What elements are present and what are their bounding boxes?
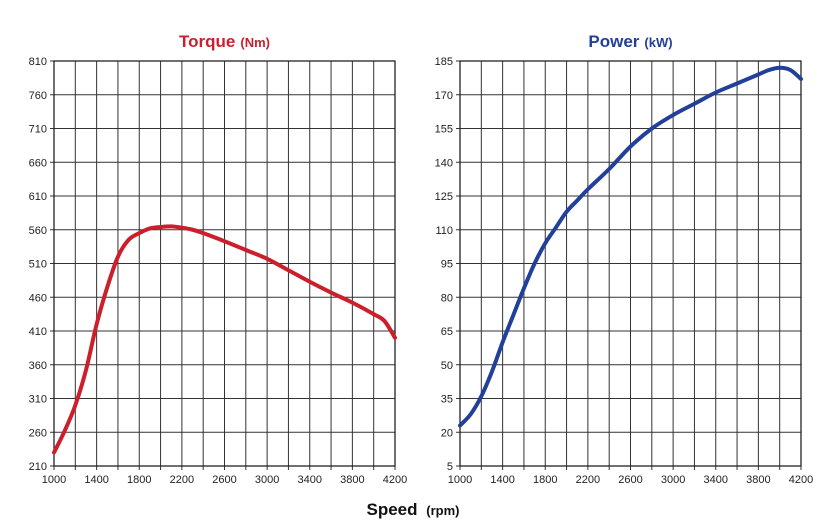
torque-x-tick-label: 4200 [383,474,407,486]
torque-plot-frame [53,60,396,467]
torque-y-tick-label: 560 [29,225,47,237]
torque-chart: 210 260 310 360 410 460 510 560 610 660 710 760 810 1… [29,32,408,486]
torque-y-tick-label: 510 [29,259,47,271]
power-y-tick-label: 50 [441,360,453,372]
power-series-line [458,65,803,428]
torque-y-tick-label: 760 [29,90,47,102]
torque-x-tick-label: 3000 [255,474,279,486]
torque-x-tick-label: 2200 [170,474,194,486]
torque-y-tick-label: 810 [29,56,47,68]
torque-y-tick-label: 360 [29,360,47,372]
power-y-tick-label: 140 [435,157,453,169]
power-title-text: Power [588,32,639,51]
torque-title-text: Torque [179,32,235,51]
power-x-tick-label: 1800 [533,474,557,486]
torque-y-tick-label: 410 [29,326,47,338]
torque-x-tick-label: 2600 [212,474,236,486]
power-x-tick-label: 3000 [661,474,685,486]
power-y-tick-label: 125 [435,191,453,203]
power-x-tick-label: 2200 [576,474,600,486]
power-y-tick-label: 65 [441,326,453,338]
power-x-tick-label: 2600 [618,474,642,486]
torque-y-tick-label: 210 [29,461,47,473]
power-x-tick-label: 3400 [704,474,728,486]
torque-series-line [52,224,397,455]
torque-y-tick-label: 260 [29,427,47,439]
power-y-tick-label: 185 [435,56,453,68]
torque-x-tick-label: 3400 [298,474,322,486]
torque-x-tick-label: 1400 [84,474,108,486]
power-y-tick-label: 35 [441,394,453,406]
power-y-tick-label: 170 [435,90,453,102]
torque-chart-title: Torque (Nm) [179,32,270,51]
power-y-tick-label: 20 [441,427,453,439]
power-x-tick-label: 1400 [490,474,514,486]
power-x-tick-label: 4200 [789,474,813,486]
torque-y-tick-label: 460 [29,292,47,304]
power-plot-frame [459,60,802,467]
torque-y-tick-label: 310 [29,394,47,406]
torque-x-tick-label: 1800 [127,474,151,486]
torque-title-unit: (Nm) [240,35,270,50]
shared-x-axis-label: Speed (rpm) [367,500,460,519]
torque-y-tick-label: 710 [29,124,47,136]
power-title-unit: (kW) [644,35,672,50]
power-x-tick-label: 1000 [448,474,472,486]
torque-x-tick-label: 3800 [340,474,364,486]
torque-y-tick-label: 660 [29,157,47,169]
power-x-tick-label: 3800 [746,474,770,486]
power-y-tick-label: 110 [435,225,453,237]
power-chart: 5 20 35 50 65 80 95 110 125 140 155 170 185 1000 1400 1… [435,32,814,486]
power-y-tick-label: 95 [441,259,453,271]
x-axis-label-text: Speed [367,500,418,519]
torque-y-tick-label: 610 [29,191,47,203]
x-axis-label-unit: (rpm) [426,503,459,518]
power-y-tick-label: 5 [447,461,453,473]
torque-x-tick-label: 1000 [42,474,66,486]
power-y-tick-label: 80 [441,292,453,304]
power-y-tick-label: 155 [435,124,453,136]
power-chart-title: Power (kW) [588,32,672,51]
